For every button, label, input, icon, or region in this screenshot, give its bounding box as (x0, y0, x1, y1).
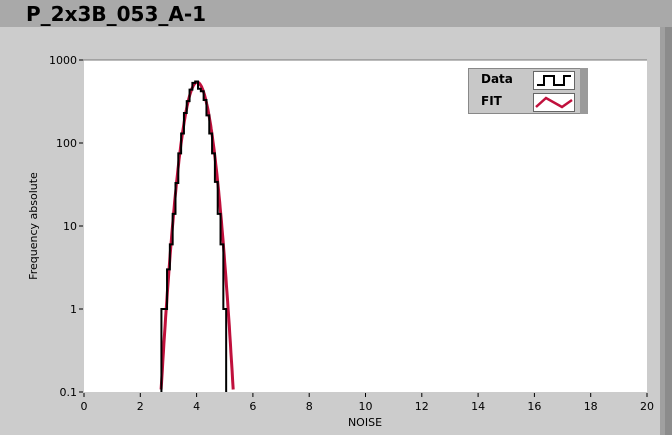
x-tick-label: 20 (640, 400, 654, 413)
x-tick-label: 10 (359, 400, 373, 413)
legend-item-fit[interactable]: FIT (469, 91, 581, 113)
panel-edge (660, 27, 665, 435)
y-tick-label: 1000 (49, 54, 77, 67)
step-line-icon (533, 71, 575, 90)
panel-edge-outer (665, 27, 672, 435)
x-tick-label: 14 (471, 400, 485, 413)
x-tick-label: 18 (584, 400, 598, 413)
y-tick-label: 0.1 (60, 386, 78, 399)
y-tick-label: 100 (56, 137, 77, 150)
title-bar: P_2x3B_053_A-1 (0, 0, 672, 27)
legend-edge (580, 68, 588, 114)
legend-item-data[interactable]: Data (469, 69, 581, 91)
legend-label: Data (481, 72, 513, 86)
x-tick-label: 16 (527, 400, 541, 413)
plot-area (84, 60, 647, 392)
zigzag-line-icon (533, 93, 575, 112)
y-tick-label: 10 (63, 220, 77, 233)
x-tick-label: 0 (81, 400, 88, 413)
x-tick-label: 8 (306, 400, 313, 413)
y-tick-label: 1 (70, 303, 77, 316)
x-tick-label: 12 (415, 400, 429, 413)
x-tick-label: 6 (249, 400, 256, 413)
x-axis-label: NOISE (348, 416, 382, 429)
y-axis-label: Frequency absolute (27, 172, 40, 280)
graph-title: P_2x3B_053_A-1 (26, 2, 207, 26)
legend: Data FIT (468, 68, 582, 114)
data-series-line (160, 80, 228, 392)
x-tick-label: 4 (193, 400, 200, 413)
x-tick-label: 2 (137, 400, 144, 413)
legend-label: FIT (481, 94, 502, 108)
